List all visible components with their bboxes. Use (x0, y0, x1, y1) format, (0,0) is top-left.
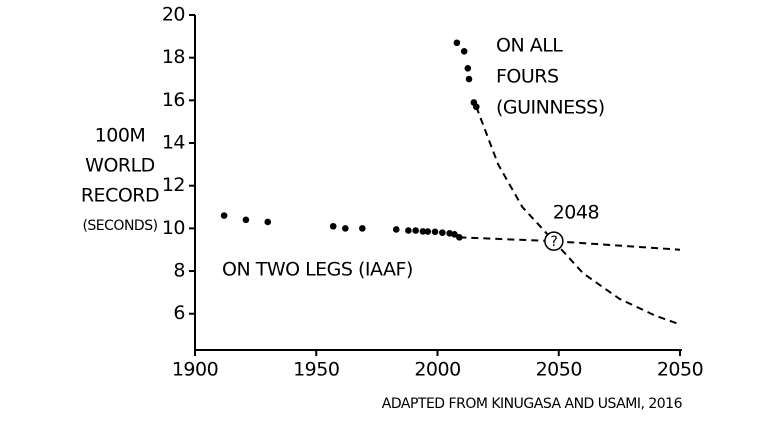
point (419, 228, 427, 235)
point (453, 39, 461, 47)
point (342, 225, 349, 232)
point (451, 231, 458, 238)
point (439, 229, 446, 236)
point (220, 212, 228, 219)
point (412, 227, 419, 234)
series-label: ON ALL (496, 35, 563, 57)
intersection-label: 2048 (553, 202, 599, 224)
y-tick-label: 14 (162, 132, 186, 154)
x-tick-label: 1900 (172, 359, 218, 381)
series-label: ON TWO LEGS (IAAF) (222, 259, 413, 281)
y-tick-label: 8 (173, 260, 185, 282)
trend-line (475, 106, 681, 326)
y-tick-label: 20 (162, 4, 185, 26)
x-tick-label: 2050 (536, 359, 582, 381)
point (264, 218, 272, 226)
y-axis-label: 100M (95, 125, 146, 147)
point (456, 234, 463, 241)
series-label: (GUINNESS) (496, 97, 605, 119)
y-tick-label: 6 (173, 302, 185, 324)
intersection-marker (544, 231, 564, 251)
point (473, 103, 480, 111)
y-tick-label: 18 (162, 46, 185, 68)
point (359, 225, 366, 232)
point (392, 226, 400, 233)
x-tick-label: 1950 (293, 359, 339, 381)
y-axis-label: (SECONDS) (82, 218, 157, 234)
series-label: FOURS (496, 66, 559, 88)
intersection-symbol: ? (550, 234, 557, 250)
point (329, 222, 337, 230)
y-tick-label: 10 (162, 217, 185, 239)
point (242, 216, 250, 224)
point (405, 227, 412, 234)
y-tick-label: 16 (162, 89, 185, 111)
point (465, 75, 473, 83)
point (460, 47, 468, 55)
trend-line (459, 236, 681, 251)
point (431, 228, 439, 236)
y-tick-label: 12 (162, 174, 185, 196)
x-tick-label: 2050 (657, 359, 703, 381)
x-tick-label: 2000 (414, 359, 460, 381)
y-axis-label: WORLD (85, 155, 155, 177)
footnote: ADAPTED FROM KINUGASA AND USAMI, 2016 (382, 396, 683, 412)
point (424, 228, 432, 235)
point (464, 65, 472, 72)
y-axis-label: RECORD (81, 185, 159, 207)
